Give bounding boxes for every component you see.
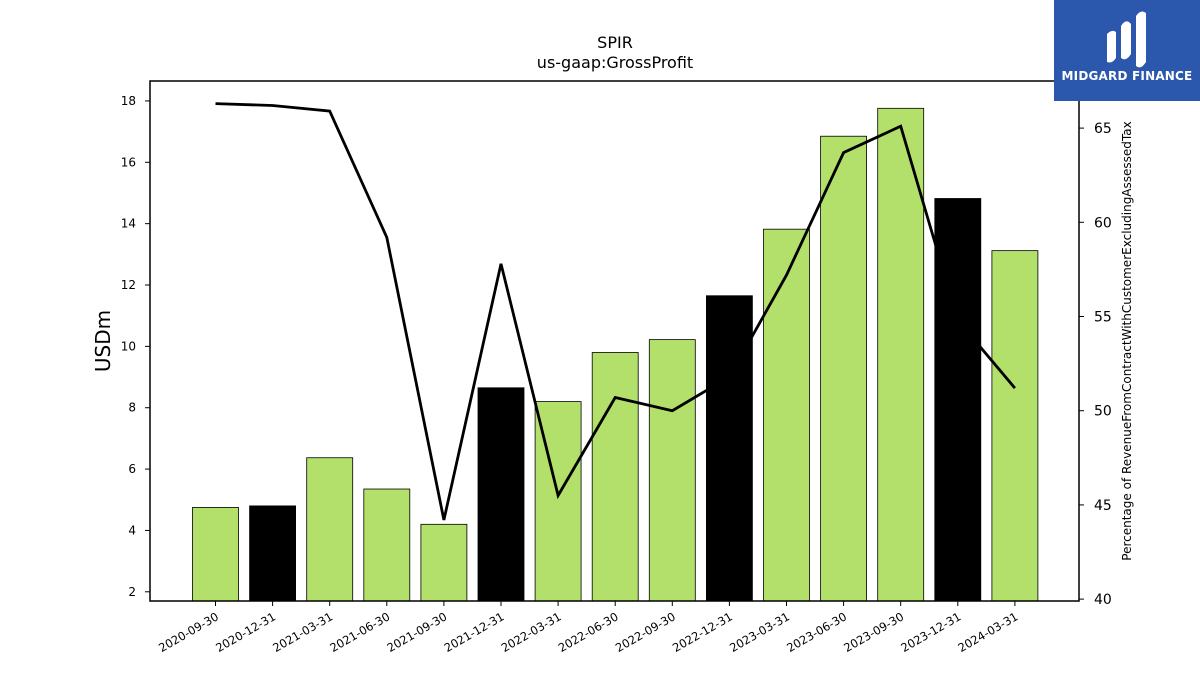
x-tick-label: 2022-06-30 bbox=[556, 609, 621, 655]
bar bbox=[934, 198, 982, 602]
bar bbox=[591, 352, 639, 602]
bar bbox=[477, 387, 525, 602]
y-tick-label: 8 bbox=[128, 401, 136, 415]
logo-text: MIDGARD FINANCE bbox=[1061, 69, 1193, 83]
x-tick-label: 2024-03-31 bbox=[956, 609, 1021, 655]
y-tick-label: 10 bbox=[121, 339, 136, 353]
y2-tick-label: 40 bbox=[1094, 592, 1112, 608]
x-tick-label: 2023-09-30 bbox=[841, 609, 906, 655]
x-tick-label: 2021-09-30 bbox=[385, 609, 450, 655]
y2-tick-label: 60 bbox=[1094, 215, 1112, 231]
y2-tick-label: 65 bbox=[1094, 121, 1112, 137]
x-tick-label: 2021-12-31 bbox=[442, 609, 507, 655]
x-tick-label: 2020-12-31 bbox=[213, 609, 278, 655]
x-tick-label: 2021-06-30 bbox=[327, 609, 392, 655]
bar bbox=[648, 339, 696, 602]
y-tick-label: 14 bbox=[121, 217, 136, 231]
line-group bbox=[215, 102, 1016, 521]
y2-axis-label: Percentage of RevenueFromContractWithCus… bbox=[1120, 121, 1134, 560]
x-tick-label: 2020-09-30 bbox=[156, 609, 221, 655]
x-tick-label: 2022-09-30 bbox=[613, 609, 678, 655]
x-tick-label: 2023-03-31 bbox=[727, 609, 792, 655]
bar bbox=[763, 228, 810, 602]
line-series bbox=[215, 102, 1016, 521]
x-tick-label: 2023-12-31 bbox=[898, 609, 963, 655]
x-tick-label: 2023-06-30 bbox=[784, 609, 849, 655]
chart-title: SPIR bbox=[597, 33, 633, 52]
midgard-finance-logo-icon bbox=[1107, 11, 1146, 68]
x-axis: 2020-09-302020-12-312021-03-312021-06-30… bbox=[156, 601, 1020, 655]
bar bbox=[306, 457, 354, 602]
y-tick-label: 2 bbox=[128, 585, 136, 599]
bar bbox=[820, 135, 867, 602]
left-axis: 2 4 6 8 10 12 14 16 18 bbox=[121, 94, 150, 599]
y-axis-label: USDm bbox=[91, 310, 115, 372]
y-tick-label: 6 bbox=[128, 462, 136, 476]
bar bbox=[706, 295, 753, 602]
y-tick-label: 16 bbox=[121, 155, 136, 169]
chart-subtitle: us-gaap:GrossProfit bbox=[537, 53, 693, 72]
y2-tick-label: 45 bbox=[1094, 498, 1112, 514]
bar bbox=[420, 523, 468, 602]
bar bbox=[877, 107, 925, 602]
y2-tick-label: 55 bbox=[1094, 310, 1112, 326]
y-tick-label: 18 bbox=[121, 94, 136, 108]
brand-logo: MIDGARD FINANCE bbox=[1054, 0, 1200, 101]
right-axis: 40 45 50 55 60 65 bbox=[1079, 121, 1112, 608]
x-tick-label: 2021-03-31 bbox=[270, 609, 335, 655]
y-tick-label: 12 bbox=[121, 278, 136, 292]
plot-frame bbox=[149, 80, 1080, 602]
x-tick-label: 2022-12-31 bbox=[670, 609, 735, 655]
y2-tick-label: 50 bbox=[1094, 404, 1112, 420]
bar bbox=[363, 488, 411, 602]
y-tick-label: 4 bbox=[128, 523, 136, 537]
bar bbox=[249, 505, 297, 602]
bar bbox=[991, 250, 1039, 602]
bars-group bbox=[192, 107, 1039, 602]
x-tick-label: 2022-03-31 bbox=[499, 609, 564, 655]
bar bbox=[192, 507, 239, 602]
